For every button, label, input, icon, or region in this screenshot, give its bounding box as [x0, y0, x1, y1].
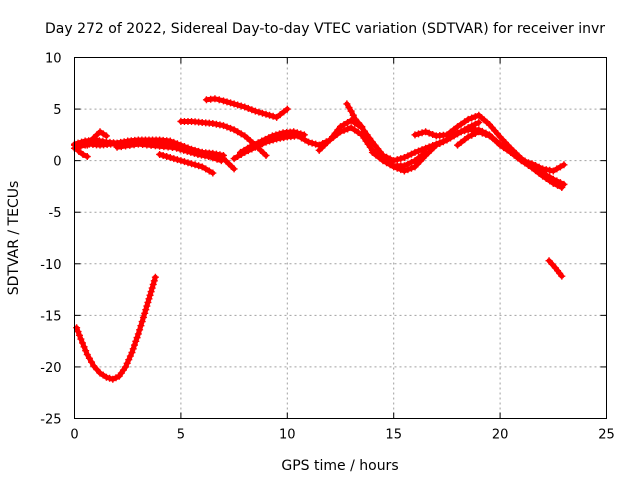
x-tick-label: 0	[70, 428, 78, 443]
y-tick-label: -5	[49, 206, 62, 221]
x-tick-label: 5	[177, 428, 185, 443]
plus-markers	[343, 100, 366, 131]
plus-markers	[156, 150, 217, 177]
data-series-arc-8	[202, 95, 291, 121]
plot-frame	[74, 57, 607, 419]
data-series-arc-6	[113, 140, 238, 173]
data-series-arc-16	[73, 273, 159, 383]
x-tick-label: 20	[492, 428, 509, 443]
x-tick-label: 15	[385, 428, 402, 443]
plus-markers	[73, 273, 159, 383]
chart-title: Day 272 of 2022, Sidereal Day-to-day VTE…	[45, 21, 605, 37]
data-series-arc-5	[156, 150, 217, 177]
x-axis-label: GPS time / hours	[281, 458, 398, 474]
data-series-arc-15	[454, 128, 566, 191]
plus-markers	[113, 140, 238, 173]
plus-markers	[202, 95, 291, 121]
data-layer	[71, 95, 568, 383]
plus-markers	[454, 128, 566, 191]
y-tick-label: 0	[53, 155, 61, 170]
plus-markers	[236, 128, 308, 156]
axis-ticks: 0 5 10 15 20 25 -25 -20 -15 -10 -5 0 5 10	[40, 52, 615, 443]
y-tick-label: -25	[40, 413, 61, 428]
y-tick-label: 5	[53, 103, 61, 118]
data-series-arc-12	[343, 100, 366, 131]
y-tick-label: 10	[45, 52, 62, 67]
data-series-arc-9	[230, 124, 430, 170]
plus-markers	[83, 128, 110, 149]
y-tick-label: -15	[40, 309, 61, 324]
data-series-arc-4	[83, 128, 110, 149]
y-tick-label: -10	[40, 258, 61, 273]
y-tick-label: -20	[40, 361, 61, 376]
x-tick-label: 25	[598, 428, 615, 443]
grid-lines	[74, 57, 607, 419]
series-line	[74, 274, 158, 382]
y-axis-label: SDTVAR / TECUs	[6, 181, 22, 296]
x-tick-label: 10	[279, 428, 296, 443]
data-series-arc-17	[545, 257, 566, 280]
data-series-arc-10	[236, 128, 308, 156]
plus-markers	[545, 257, 566, 280]
